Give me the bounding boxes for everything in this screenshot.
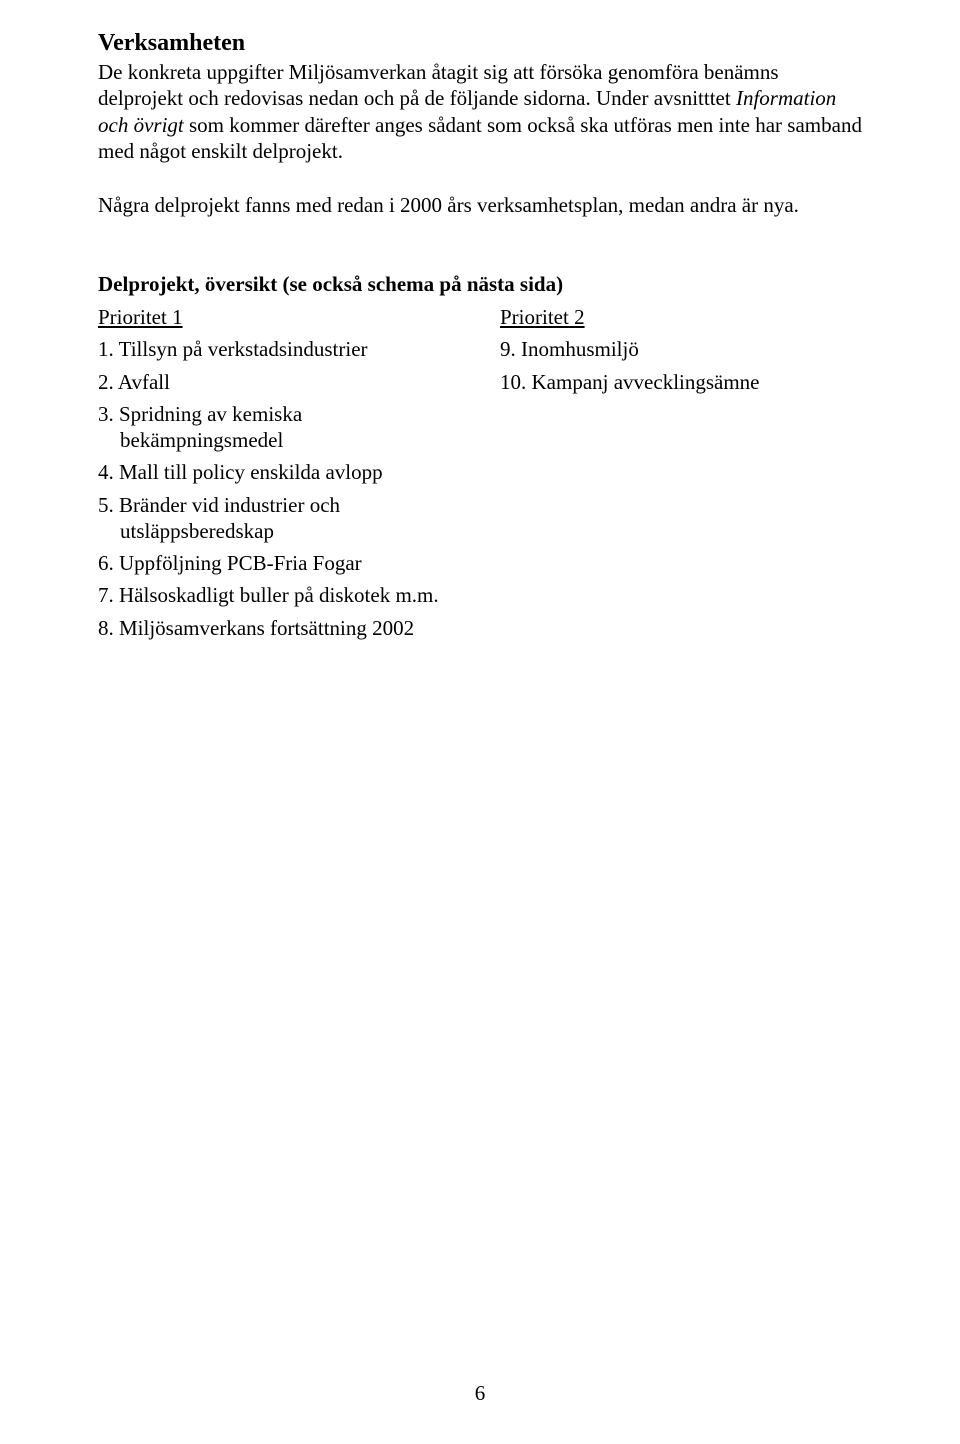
priority-2-column: Prioritet 2 9. Inomhusmiljö 10. Kampanj … <box>500 305 862 647</box>
subsection-heading: Delprojekt, översikt (se också schema på… <box>98 272 862 297</box>
list-item: 10. Kampanj avvecklingsämne <box>500 369 862 395</box>
page: Verksamheten De konkreta uppgifter Miljö… <box>0 0 960 1444</box>
priority-columns: Prioritet 1 1. Tillsyn på verkstadsindus… <box>98 305 862 647</box>
p1-part1: De konkreta uppgifter Miljösamverkan åta… <box>98 60 779 110</box>
priority-1-head: Prioritet 1 <box>98 305 460 330</box>
section-heading: Verksamheten <box>98 30 862 57</box>
priority-2-head: Prioritet 2 <box>500 305 862 330</box>
list-item: 4. Mall till policy enskilda avlopp <box>98 459 460 485</box>
list-item: 5. Bränder vid industrier och utsläppsbe… <box>98 492 460 545</box>
list-item: 1. Tillsyn på verkstadsindustrier <box>98 336 460 362</box>
p1-part2: som kommer därefter anges sådant som ock… <box>98 113 862 163</box>
list-item: 8. Miljösamverkans fortsättning 2002 <box>98 615 460 641</box>
page-number: 6 <box>0 1381 960 1406</box>
intro-paragraph-1: De konkreta uppgifter Miljösamverkan åta… <box>98 59 862 164</box>
list-item: 6. Uppföljning PCB-Fria Fogar <box>98 550 460 576</box>
priority-1-column: Prioritet 1 1. Tillsyn på verkstadsindus… <box>98 305 460 647</box>
list-item: 7. Hälsoskadligt buller på diskotek m.m. <box>98 582 460 608</box>
list-item: 3. Spridning av kemiska bekämpningsmedel <box>98 401 460 454</box>
intro-paragraph-2: Några delprojekt fanns med redan i 2000 … <box>98 192 862 218</box>
list-item: 9. Inomhusmiljö <box>500 336 862 362</box>
list-item: 2. Avfall <box>98 369 460 395</box>
